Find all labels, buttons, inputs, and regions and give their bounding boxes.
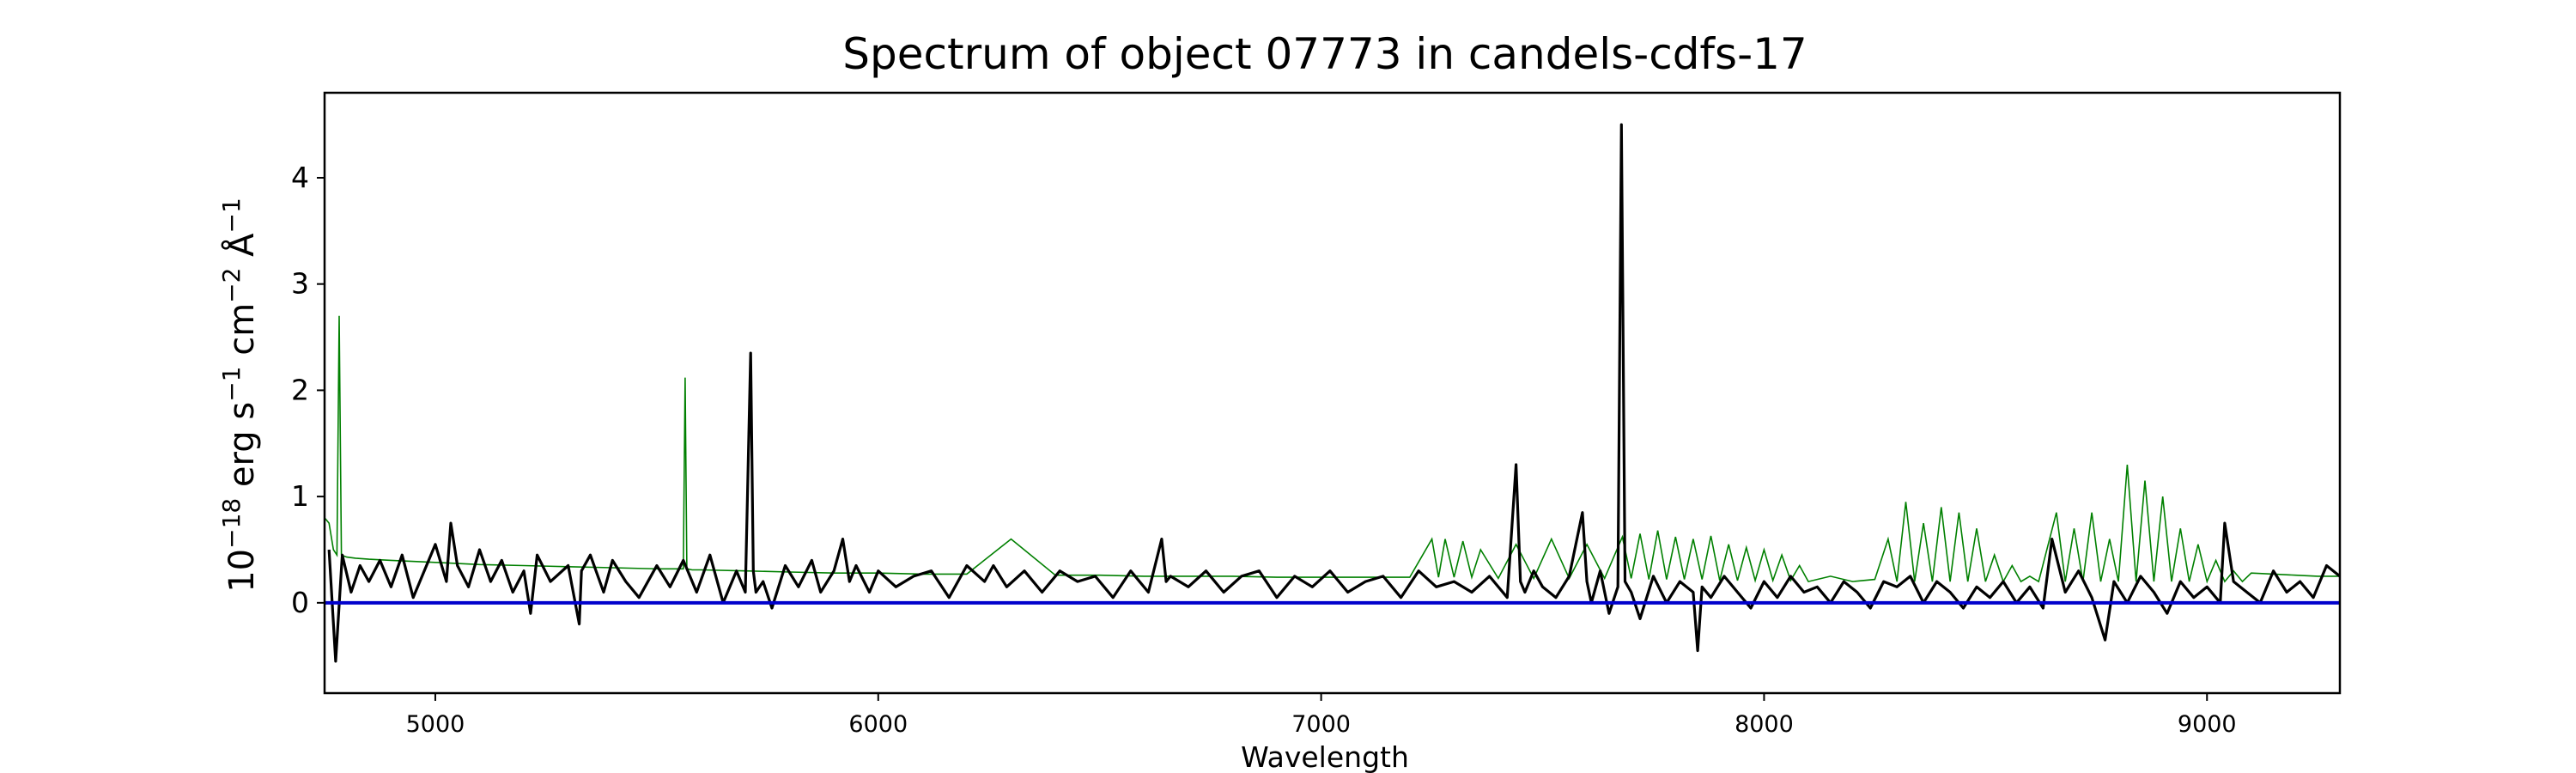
x-axis: 5000 6000 7000 8000 9000 bbox=[406, 693, 2237, 738]
x-tick-label: 8000 bbox=[1735, 711, 1794, 738]
x-tick-label: 7000 bbox=[1291, 711, 1351, 738]
y-axis-label: 10−18 erg s−1 cm−2 Å−1 bbox=[217, 198, 262, 593]
y-tick-label: 0 bbox=[291, 586, 309, 619]
plot-area bbox=[325, 93, 2340, 693]
y-tick-label: 3 bbox=[291, 267, 309, 301]
chart-title: Spectrum of object 07773 in candels-cdfs… bbox=[842, 29, 1807, 79]
y-tick-label: 4 bbox=[291, 161, 309, 194]
y-tick-label: 2 bbox=[291, 373, 309, 406]
x-tick-label: 9000 bbox=[2178, 711, 2237, 738]
x-axis-label: Wavelength bbox=[1241, 740, 1409, 773]
y-tick-label: 1 bbox=[291, 479, 309, 513]
x-tick-label: 6000 bbox=[848, 711, 908, 738]
y-axis: 0 1 2 3 4 bbox=[291, 161, 325, 619]
x-tick-label: 5000 bbox=[406, 711, 465, 738]
